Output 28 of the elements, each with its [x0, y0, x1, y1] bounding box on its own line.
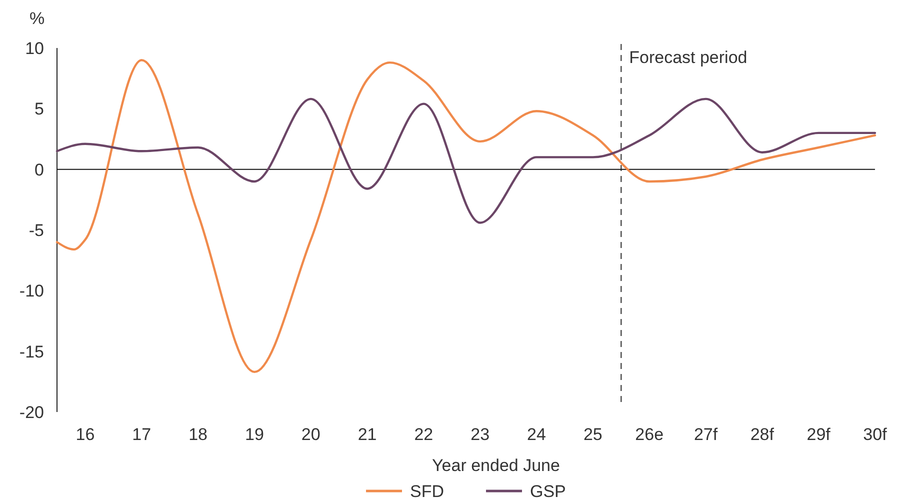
x-tick-label: 29f: [806, 425, 831, 444]
x-tick-label: 25: [583, 425, 602, 444]
x-tick-label: 16: [76, 425, 95, 444]
x-tick-label: 30f: [863, 425, 888, 444]
x-axis-title: Year ended June: [432, 456, 560, 475]
x-tick-label: 22: [414, 425, 434, 444]
y-axis-title: %: [29, 9, 45, 28]
y-tick-label: 10: [25, 38, 44, 58]
y-tick-label: -5: [28, 220, 44, 240]
line-series: [56, 98, 876, 224]
x-tick-label: 17: [132, 425, 152, 444]
x-tick-label: 21: [358, 425, 377, 444]
x-tick-label: 26e: [635, 425, 664, 444]
x-tick-label: 19: [244, 425, 264, 444]
legend-label: SFD: [410, 482, 444, 501]
x-tick-label: 27f: [694, 425, 718, 444]
y-tick-label: -15: [19, 342, 44, 362]
y-tick-label: -20: [19, 402, 44, 422]
y-tick-label: 5: [34, 100, 44, 119]
x-tick-label: 23: [470, 425, 490, 444]
ref-line-label: Forecast period: [629, 48, 748, 67]
x-tick-label: 20: [301, 425, 320, 444]
y-tick-label: 0: [34, 160, 44, 180]
y-tick-label: -10: [19, 282, 44, 301]
x-tick-label: 24: [527, 425, 546, 444]
x-tick-label: 18: [188, 425, 208, 444]
legend-label: GSP: [530, 482, 566, 501]
x-tick-label: 28f: [750, 425, 774, 444]
